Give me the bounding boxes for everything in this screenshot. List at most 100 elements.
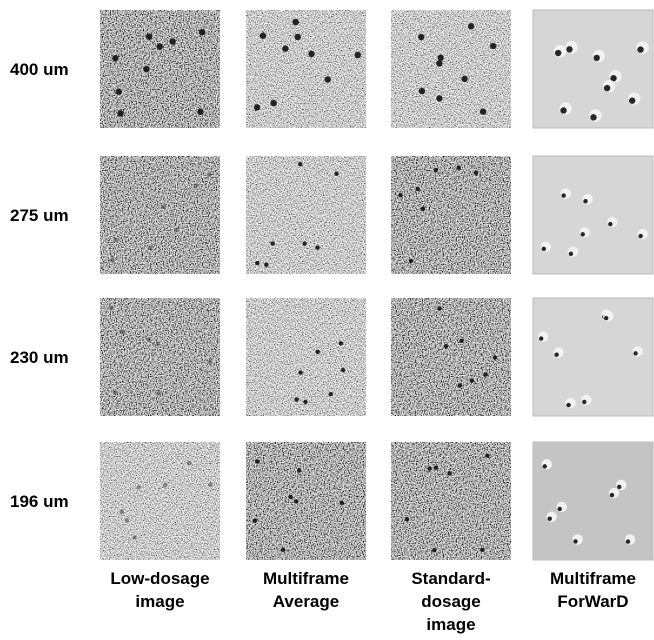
particle	[436, 95, 442, 101]
row-label: 400 um	[10, 60, 69, 79]
halo	[568, 247, 578, 257]
particle	[109, 306, 113, 310]
column-label: Standard-	[411, 569, 490, 588]
particle	[355, 52, 361, 58]
particle	[120, 510, 124, 514]
particle	[116, 89, 122, 95]
particle	[554, 353, 558, 357]
particle	[187, 461, 191, 465]
particle	[561, 193, 565, 197]
image-tile	[391, 442, 511, 560]
halo	[580, 227, 590, 237]
particle	[436, 60, 442, 66]
row-label: 230 um	[10, 348, 69, 367]
halo	[616, 480, 626, 490]
row-label: 196 um	[10, 492, 69, 511]
image-tile	[100, 298, 220, 416]
particle	[437, 306, 441, 310]
particle	[303, 400, 307, 404]
particle	[434, 465, 438, 469]
particle	[419, 88, 425, 94]
particle	[117, 110, 123, 116]
particle	[490, 43, 496, 49]
particle	[582, 400, 586, 404]
particle	[608, 222, 612, 226]
image-tile	[533, 298, 653, 416]
particle	[156, 342, 160, 346]
particle	[254, 104, 260, 110]
particle	[197, 109, 203, 115]
particle	[339, 341, 343, 345]
particle	[162, 205, 166, 209]
particle	[610, 493, 614, 497]
particle	[629, 97, 635, 103]
halo	[582, 194, 592, 204]
particle	[483, 372, 487, 376]
particle	[626, 539, 630, 543]
particle	[398, 193, 402, 197]
halo	[572, 534, 582, 544]
particle	[132, 535, 136, 539]
particle	[555, 50, 561, 56]
particle	[288, 495, 292, 499]
particle	[282, 45, 288, 51]
particle	[409, 259, 413, 263]
particle	[617, 485, 621, 489]
particle	[447, 471, 451, 475]
column-label: Multiframe	[550, 569, 636, 588]
image-tile	[246, 156, 366, 274]
halo	[542, 459, 552, 469]
particle	[594, 55, 600, 61]
particle	[604, 85, 610, 91]
row-label: 275 um	[10, 206, 69, 225]
particle	[125, 518, 129, 522]
particle	[112, 55, 118, 61]
column-label: Multiframe	[263, 569, 349, 588]
particle	[298, 162, 302, 166]
particle	[146, 337, 150, 341]
particle	[148, 246, 152, 250]
particle	[405, 517, 409, 521]
particle	[539, 336, 543, 340]
halo	[538, 331, 548, 341]
particle	[325, 76, 331, 82]
particle	[474, 171, 478, 175]
particle	[418, 34, 424, 40]
particle	[437, 55, 443, 61]
particle	[120, 330, 124, 334]
particle	[493, 355, 497, 359]
particle	[169, 38, 175, 44]
halo	[553, 348, 563, 358]
particle	[260, 33, 266, 39]
particle	[434, 168, 438, 172]
particle	[421, 207, 425, 211]
particle	[468, 23, 474, 29]
particle	[298, 370, 302, 374]
particle	[264, 263, 268, 267]
particle	[569, 252, 573, 256]
particle	[548, 517, 552, 521]
halo	[609, 488, 619, 498]
particle	[255, 459, 259, 463]
halo	[632, 346, 642, 356]
column-label: dosage	[421, 592, 481, 611]
particle	[253, 518, 257, 522]
image-tile	[246, 298, 366, 416]
particle	[302, 241, 306, 245]
particle	[560, 107, 566, 113]
particle	[208, 360, 212, 364]
particle	[292, 19, 298, 25]
particle	[174, 228, 178, 232]
column-label: image	[135, 592, 184, 611]
particle	[637, 46, 643, 52]
particle	[583, 199, 587, 203]
particle	[456, 166, 460, 170]
particle	[114, 238, 118, 242]
particle	[485, 453, 489, 457]
particle	[638, 234, 642, 238]
particle	[542, 247, 546, 251]
particle	[432, 548, 436, 552]
image-tile	[100, 156, 220, 274]
particle	[573, 539, 577, 543]
halo	[565, 398, 575, 408]
